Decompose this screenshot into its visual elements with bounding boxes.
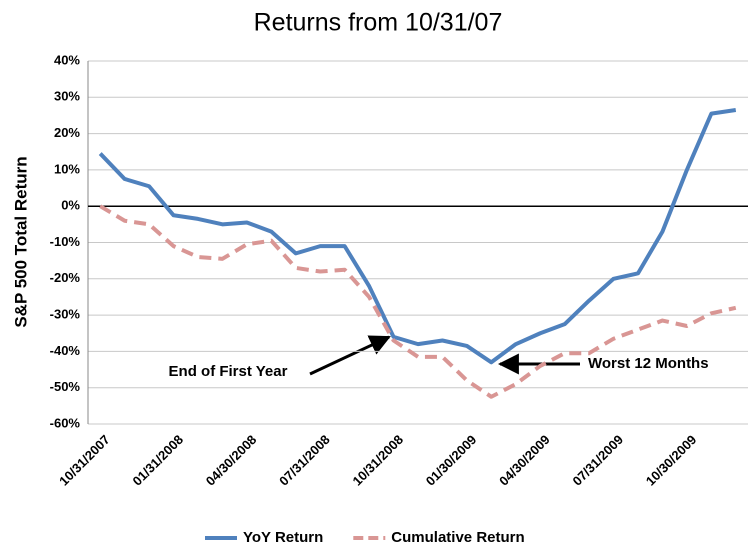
series-line xyxy=(99,204,737,399)
y-tick-label: 20% xyxy=(54,125,80,140)
series-line xyxy=(98,108,737,365)
x-tick-label: 10/31/2007 xyxy=(56,432,113,489)
y-tick-label: -10% xyxy=(50,234,81,249)
y-tick-label: -20% xyxy=(50,270,81,285)
x-tick-label: 10/30/2009 xyxy=(643,432,700,489)
annotation: Worst 12 Months xyxy=(588,355,709,372)
x-tick-label: 07/31/2008 xyxy=(276,432,333,489)
x-tick-label: 01/31/2008 xyxy=(129,432,186,489)
x-tick-label: 04/30/2009 xyxy=(496,432,553,489)
annotation: End of First Year xyxy=(169,363,288,380)
x-tick-label: 10/31/2008 xyxy=(349,432,406,489)
y-tick-label: -30% xyxy=(50,307,81,322)
chart-title: Returns from 10/31/07 xyxy=(254,9,503,37)
y-tick-label: -60% xyxy=(50,415,81,430)
x-tick-label: 04/30/2008 xyxy=(203,432,260,489)
y-tick-label: 30% xyxy=(54,89,80,104)
y-tick-label: -40% xyxy=(50,343,81,358)
y-tick-label: -50% xyxy=(50,379,81,394)
x-tick-label: 07/31/2009 xyxy=(569,432,626,489)
y-tick-label: 10% xyxy=(54,161,80,176)
x-tick-label: 01/30/2009 xyxy=(423,432,480,489)
annotation-arrow xyxy=(309,335,391,376)
legend-label: YoY Return xyxy=(243,529,323,546)
y-tick-label: 40% xyxy=(54,52,80,67)
legend-label: Cumulative Return xyxy=(391,529,524,546)
y-axis-label: S&P 500 Total Return xyxy=(11,156,30,327)
y-tick-label: 0% xyxy=(61,198,80,213)
